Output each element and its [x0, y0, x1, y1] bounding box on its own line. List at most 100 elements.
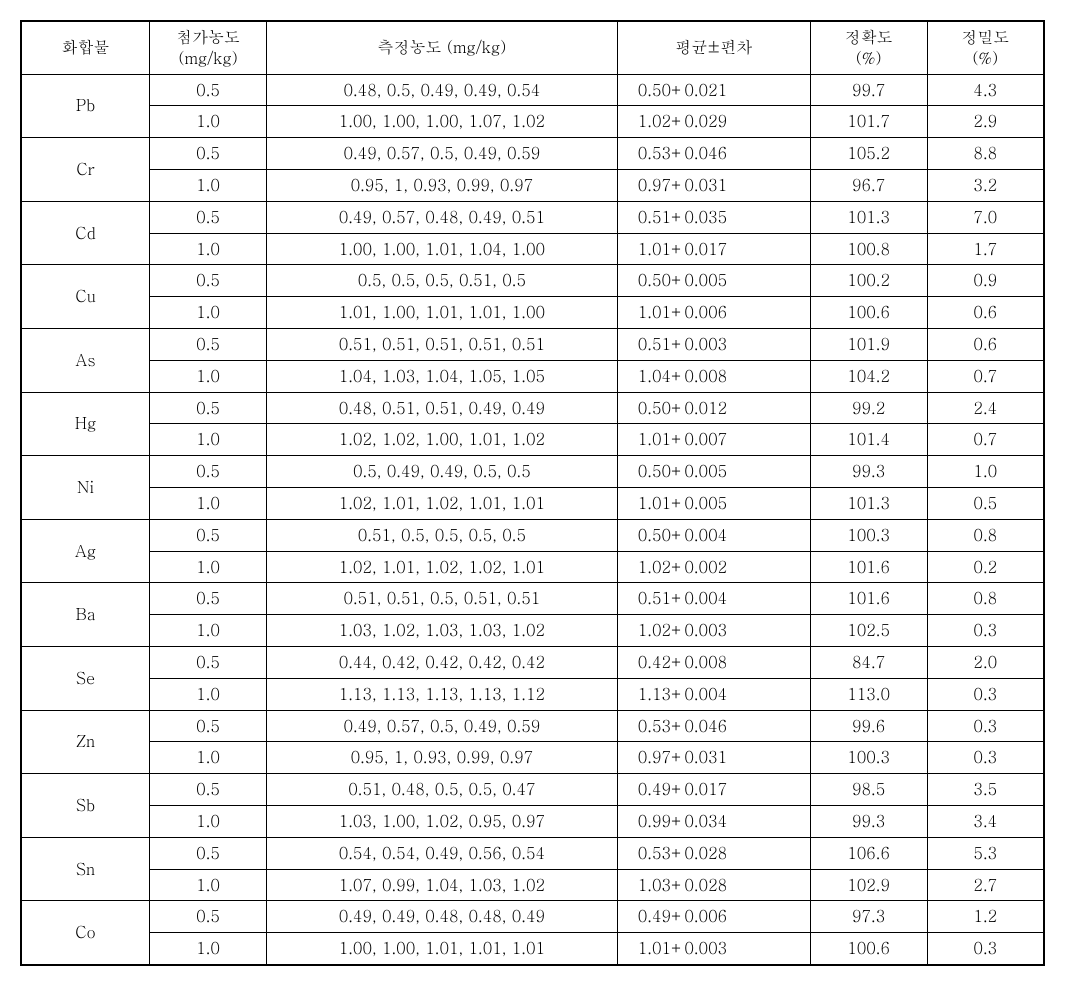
cell-precision: 2.0	[927, 646, 1044, 678]
cell-measured: 0.51, 0.51, 0.5, 0.51, 0.51	[267, 583, 618, 615]
cell-mean: 0.50+0.005	[617, 456, 810, 488]
cell-accuracy: 97.3	[810, 901, 927, 933]
table-row: 1.01.01, 1.00, 1.01, 1.01, 1.001.01+0.00…	[21, 297, 1044, 329]
header-precision-unit: (%)	[972, 46, 998, 69]
cell-accuracy: 101.6	[810, 551, 927, 583]
cell-precision: 8.8	[927, 138, 1044, 170]
cell-precision: 1.7	[927, 233, 1044, 265]
cell-added: 0.5	[150, 456, 267, 488]
cell-mean: 1.01+0.005	[617, 487, 810, 519]
cell-mean: 1.03+0.028	[617, 869, 810, 901]
cell-compound: Co	[21, 901, 150, 965]
cell-added: 1.0	[150, 487, 267, 519]
cell-compound: Ba	[21, 583, 150, 647]
cell-compound: As	[21, 328, 150, 392]
cell-compound: Pb	[21, 74, 150, 138]
cell-measured: 0.54, 0.54, 0.49, 0.56, 0.54	[267, 837, 618, 869]
table-row: Se0.50.44, 0.42, 0.42, 0.42, 0.420.42+0.…	[21, 646, 1044, 678]
cell-mean: 1.01+0.007	[617, 424, 810, 456]
cell-mean: 1.02+0.002	[617, 551, 810, 583]
cell-accuracy: 102.5	[810, 615, 927, 647]
table-row: Co0.50.49, 0.49, 0.48, 0.48, 0.490.49+0.…	[21, 901, 1044, 933]
cell-mean: 0.51+0.004	[617, 583, 810, 615]
cell-precision: 0.3	[927, 710, 1044, 742]
cell-accuracy: 101.9	[810, 328, 927, 360]
cell-measured: 0.48, 0.51, 0.51, 0.49, 0.49	[267, 392, 618, 424]
table-row: Sn0.50.54, 0.54, 0.49, 0.56, 0.540.53+0.…	[21, 837, 1044, 869]
cell-precision: 4.3	[927, 74, 1044, 106]
header-measured-conc: 측정농도 (mg/kg)	[267, 21, 618, 74]
table-row: Cu0.50.5, 0.5, 0.5, 0.51, 0.50.50+0.0051…	[21, 265, 1044, 297]
cell-precision: 2.7	[927, 869, 1044, 901]
cell-added: 0.5	[150, 328, 267, 360]
cell-added: 0.5	[150, 837, 267, 869]
cell-added: 1.0	[150, 678, 267, 710]
cell-mean: 0.53+0.028	[617, 837, 810, 869]
cell-mean: 0.50+0.004	[617, 519, 810, 551]
header-added-conc: 첨가농도 (mg/kg)	[150, 21, 267, 74]
cell-accuracy: 98.5	[810, 774, 927, 806]
cell-measured: 0.49, 0.57, 0.5, 0.49, 0.59	[267, 138, 618, 170]
cell-added: 1.0	[150, 805, 267, 837]
cell-compound: Sb	[21, 774, 150, 838]
cell-measured: 1.04, 1.03, 1.04, 1.05, 1.05	[267, 360, 618, 392]
header-accuracy-unit: (%)	[856, 46, 882, 69]
cell-mean: 0.42+0.008	[617, 646, 810, 678]
cell-precision: 0.8	[927, 583, 1044, 615]
table-row: 1.01.07, 0.99, 1.04, 1.03, 1.021.03+0.02…	[21, 869, 1044, 901]
cell-mean: 0.49+0.006	[617, 901, 810, 933]
cell-added: 1.0	[150, 551, 267, 583]
cell-mean: 0.50+0.012	[617, 392, 810, 424]
data-table: 화합물 첨가농도 (mg/kg) 측정농도 (mg/kg) 평균±편차 정확도 …	[20, 20, 1045, 966]
header-precision-label: 정밀도	[961, 25, 1009, 48]
header-added-label: 첨가농도	[176, 25, 240, 48]
table-row: Zn0.50.49, 0.57, 0.5, 0.49, 0.590.53+0.0…	[21, 710, 1044, 742]
cell-mean: 1.02+0.029	[617, 106, 810, 138]
cell-accuracy: 99.7	[810, 74, 927, 106]
cell-added: 0.5	[150, 265, 267, 297]
cell-precision: 7.0	[927, 201, 1044, 233]
table-body: Pb0.50.48, 0.5, 0.49, 0.49, 0.540.50+0.0…	[21, 74, 1044, 965]
header-accuracy-label: 정확도	[845, 25, 893, 48]
cell-added: 0.5	[150, 201, 267, 233]
cell-accuracy: 104.2	[810, 360, 927, 392]
cell-mean: 1.01+0.006	[617, 297, 810, 329]
cell-mean: 0.49+0.017	[617, 774, 810, 806]
cell-added: 0.5	[150, 583, 267, 615]
cell-accuracy: 101.7	[810, 106, 927, 138]
table-row: 1.01.03, 1.00, 1.02, 0.95, 0.970.99+0.03…	[21, 805, 1044, 837]
cell-precision: 3.5	[927, 774, 1044, 806]
cell-compound: Ag	[21, 519, 150, 583]
cell-measured: 0.48, 0.5, 0.49, 0.49, 0.54	[267, 74, 618, 106]
cell-added: 1.0	[150, 233, 267, 265]
cell-compound: Cd	[21, 201, 150, 265]
cell-mean: 0.99+0.034	[617, 805, 810, 837]
cell-mean: 0.51+0.035	[617, 201, 810, 233]
cell-measured: 1.00, 1.00, 1.01, 1.04, 1.00	[267, 233, 618, 265]
table-row: 1.01.00, 1.00, 1.00, 1.07, 1.021.02+0.02…	[21, 106, 1044, 138]
cell-measured: 1.00, 1.00, 1.00, 1.07, 1.02	[267, 106, 618, 138]
cell-accuracy: 100.6	[810, 297, 927, 329]
cell-compound: Se	[21, 646, 150, 710]
table-row: 1.00.95, 1, 0.93, 0.99, 0.970.97+0.03196…	[21, 169, 1044, 201]
cell-added: 0.5	[150, 901, 267, 933]
cell-precision: 1.0	[927, 456, 1044, 488]
cell-precision: 0.2	[927, 551, 1044, 583]
cell-added: 0.5	[150, 138, 267, 170]
cell-precision: 0.7	[927, 424, 1044, 456]
header-compound: 화합물	[21, 21, 150, 74]
cell-mean: 0.97+0.031	[617, 169, 810, 201]
cell-accuracy: 106.6	[810, 837, 927, 869]
header-row: 화합물 첨가농도 (mg/kg) 측정농도 (mg/kg) 평균±편차 정확도 …	[21, 21, 1044, 74]
cell-precision: 0.9	[927, 265, 1044, 297]
cell-mean: 1.01+0.003	[617, 933, 810, 965]
cell-mean: 1.01+0.017	[617, 233, 810, 265]
cell-measured: 1.02, 1.01, 1.02, 1.01, 1.01	[267, 487, 618, 519]
table-row: Cd0.50.49, 0.57, 0.48, 0.49, 0.510.51+0.…	[21, 201, 1044, 233]
cell-measured: 0.51, 0.48, 0.5, 0.5, 0.47	[267, 774, 618, 806]
cell-accuracy: 99.2	[810, 392, 927, 424]
table-row: 1.01.02, 1.02, 1.00, 1.01, 1.021.01+0.00…	[21, 424, 1044, 456]
cell-precision: 2.9	[927, 106, 1044, 138]
cell-accuracy: 105.2	[810, 138, 927, 170]
cell-accuracy: 101.3	[810, 201, 927, 233]
